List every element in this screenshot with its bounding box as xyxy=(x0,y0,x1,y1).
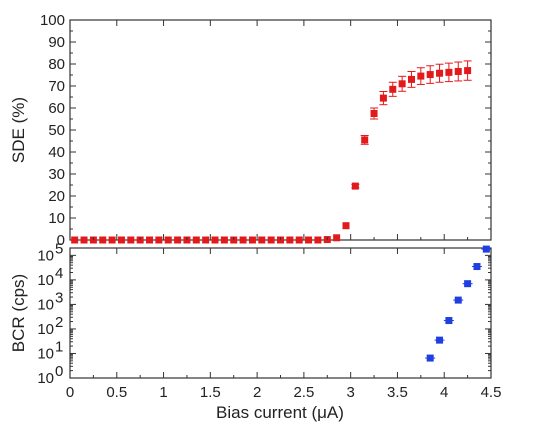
sde-point xyxy=(248,236,256,244)
sde-point xyxy=(192,236,200,244)
sde-point xyxy=(464,67,472,75)
sde-y-tick-label: 10 xyxy=(48,210,65,227)
sde-point xyxy=(286,236,294,244)
sde-y-tick-label: 20 xyxy=(48,188,65,205)
sde-point xyxy=(436,69,444,77)
bcr-y-tick-exponent: 3 xyxy=(55,289,63,306)
sde-point xyxy=(220,236,228,244)
sde-point xyxy=(417,72,425,80)
bcr-y-tick-exponent: 2 xyxy=(55,314,63,331)
sde-y-tick-label: 100 xyxy=(40,12,65,29)
x-tick-label: 0.5 xyxy=(106,384,127,401)
sde-y-tick-label: 60 xyxy=(48,100,65,117)
sde-point xyxy=(426,71,434,79)
bcr-point xyxy=(445,317,453,325)
sde-point xyxy=(407,75,415,83)
sde-axis-title: SDE (%) xyxy=(9,97,28,163)
sde-point xyxy=(127,236,135,244)
sde-point xyxy=(267,236,275,244)
bcr-y-tick-exponent: 5 xyxy=(55,240,63,257)
sde-point xyxy=(314,236,322,244)
x-tick-label: 2.5 xyxy=(293,384,314,401)
x-tick-label: 4.5 xyxy=(481,384,502,401)
sde-point xyxy=(202,236,210,244)
x-tick-label: 3.5 xyxy=(387,384,408,401)
bcr-y-tick-label: 10 xyxy=(37,296,54,313)
sde-point xyxy=(155,236,163,244)
bcr-point xyxy=(464,280,472,288)
x-tick-label: 3 xyxy=(346,384,354,401)
sde-y-tick-label: 90 xyxy=(48,34,65,51)
sde-plot-frame xyxy=(69,19,492,241)
sde-y-tick-label: 0 xyxy=(57,232,65,249)
sde-point xyxy=(454,67,462,75)
bcr-point xyxy=(454,296,462,304)
sde-point xyxy=(342,222,350,230)
sde-point xyxy=(174,236,182,244)
bcr-y-tick-exponent: 1 xyxy=(55,338,63,355)
sde-y-tick-label: 40 xyxy=(48,144,65,161)
sde-point xyxy=(117,236,125,244)
x-tick-label: 0 xyxy=(66,384,74,401)
sde-point xyxy=(146,236,154,244)
sde-point xyxy=(445,68,453,76)
x-axis-title: Bias current (μA) xyxy=(216,403,344,422)
sde-point xyxy=(361,136,369,144)
sde-y-tick-label: 50 xyxy=(48,122,65,139)
sde-panel: 0 10 20 30 40 50 60 70 80 90 100 SDE (%) xyxy=(9,12,492,249)
bcr-y-tick-label: 10 xyxy=(37,321,54,338)
x-tick-label: 1.5 xyxy=(200,384,221,401)
sde-point xyxy=(379,94,387,102)
x-tick-label: 2 xyxy=(253,384,261,401)
sde-point xyxy=(305,236,313,244)
sde-point xyxy=(351,182,359,190)
sde-point xyxy=(71,236,79,244)
x-tick-label: 4 xyxy=(440,384,448,401)
bcr-point xyxy=(436,336,444,344)
sde-point xyxy=(99,236,107,244)
sde-point xyxy=(108,236,116,244)
sde-point xyxy=(333,234,341,242)
sde-y-tick-label: 80 xyxy=(48,56,65,73)
sde-point xyxy=(164,236,172,244)
bcr-axis-title: BCR (cps) xyxy=(9,274,28,352)
sde-point xyxy=(80,236,88,244)
bcr-y-tick-label: 10 xyxy=(37,247,54,264)
sde-point xyxy=(211,236,219,244)
sde-point xyxy=(370,110,378,117)
bcr-y-tick-label: 10 xyxy=(37,345,54,362)
x-tick-label: 1 xyxy=(159,384,167,401)
bcr-point xyxy=(482,245,490,253)
bcr-y-tick-exponent: 4 xyxy=(55,265,63,282)
bcr-point xyxy=(473,263,481,271)
sde-point xyxy=(389,85,397,93)
bcr-y-tick-label: 10 xyxy=(37,370,54,387)
bcr-y-tick-label: 10 xyxy=(37,272,54,289)
sde-point xyxy=(258,236,266,244)
sde-y-tick-label: 70 xyxy=(48,78,65,95)
sde-point xyxy=(398,80,406,88)
bcr-point xyxy=(426,354,434,362)
sde-y-tick-label: 30 xyxy=(48,166,65,183)
sde-point xyxy=(239,236,247,244)
bcr-y-tick-exponent: 0 xyxy=(55,363,63,380)
sde-point xyxy=(295,236,303,244)
